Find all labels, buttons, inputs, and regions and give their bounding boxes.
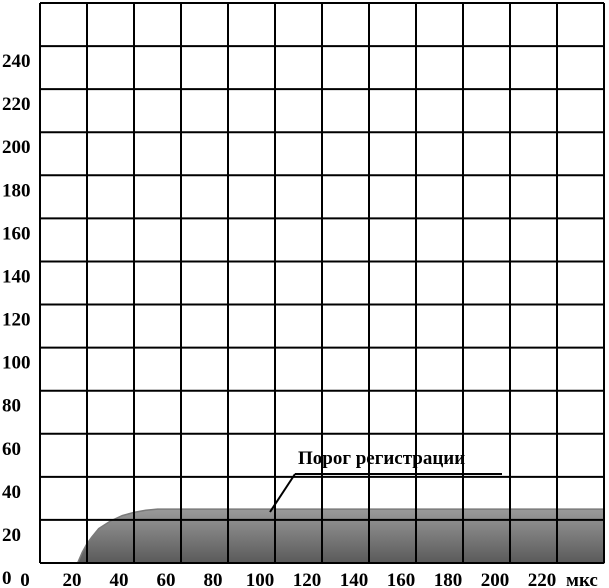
- annotation: Порог регистрации: [298, 448, 465, 469]
- x-tick-label: 100: [246, 570, 275, 588]
- y-tick-label: 240: [2, 51, 31, 72]
- x-tick-label: 40: [110, 570, 129, 588]
- x-tick-label: 80: [204, 570, 223, 588]
- x-tick-label: 0: [20, 570, 30, 588]
- y-tick-label: 140: [2, 266, 31, 287]
- y-tick-label: 60: [2, 439, 21, 460]
- x-tick-label: 220: [528, 570, 557, 588]
- x-unit-label: мкс: [566, 570, 598, 588]
- y-tick-label: 40: [2, 482, 21, 503]
- x-tick-label: 20: [63, 570, 82, 588]
- x-tick-label: 180: [434, 570, 463, 588]
- y-tick-label: 160: [2, 223, 31, 244]
- y-tick-label: 120: [2, 310, 31, 331]
- y-tick-label: 100: [2, 353, 31, 374]
- x-tick-label: 140: [340, 570, 369, 588]
- y-tick-label: 0: [2, 568, 12, 588]
- x-tick-label: 200: [481, 570, 510, 588]
- x-tick-label: 60: [157, 570, 176, 588]
- y-tick-label: 80: [2, 396, 21, 417]
- area-layer: [76, 508, 605, 564]
- threshold-area: [76, 508, 605, 564]
- y-tick-label: 200: [2, 137, 31, 158]
- y-tick-label: 220: [2, 94, 31, 115]
- annotation-leader: [269, 473, 296, 513]
- x-tick-label: 160: [387, 570, 416, 588]
- x-tick-label: 120: [293, 570, 322, 588]
- y-tick-label: 180: [2, 180, 31, 201]
- y-tick-label: 20: [2, 525, 21, 546]
